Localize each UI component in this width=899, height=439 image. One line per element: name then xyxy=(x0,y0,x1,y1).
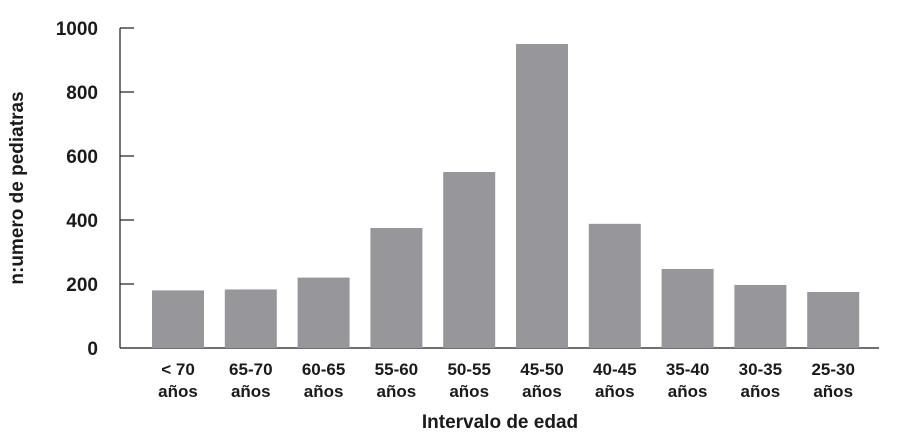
x-tick-label: 50-55 xyxy=(447,360,490,379)
y-axis-ticks: 0 200 400 600 800 1000 xyxy=(56,19,134,360)
x-tick-label: años xyxy=(741,382,781,401)
y-tick-label: 800 xyxy=(66,83,98,104)
x-tick-label: años xyxy=(522,382,562,401)
bar xyxy=(224,289,277,348)
bar xyxy=(734,284,787,348)
x-tick-label: 55-60 xyxy=(375,360,418,379)
x-tick-label: años xyxy=(377,382,417,401)
x-tick-label: 45-50 xyxy=(520,360,563,379)
x-tick-label: 65-70 xyxy=(229,360,272,379)
y-axis-title: n:umero de pediatras xyxy=(7,91,28,284)
bar xyxy=(443,172,496,348)
bar xyxy=(661,268,714,348)
bar xyxy=(807,292,860,348)
bar xyxy=(297,277,350,348)
bar xyxy=(516,44,568,348)
y-tick-label: 1000 xyxy=(56,19,98,40)
y-tick-label: 400 xyxy=(66,211,98,232)
x-tick-label: años xyxy=(231,382,271,401)
bar xyxy=(370,228,423,348)
bar xyxy=(152,290,204,348)
bar xyxy=(588,223,641,348)
x-tick-label: < 70 xyxy=(161,360,195,379)
x-tick-label: años xyxy=(158,382,198,401)
x-tick-label: 30-35 xyxy=(739,360,782,379)
x-tick-label: años xyxy=(813,382,853,401)
x-tick-label: años xyxy=(304,382,344,401)
x-tick-label: años xyxy=(595,382,635,401)
y-tick-label: 0 xyxy=(87,339,98,360)
x-axis-title: Intervalo de edad xyxy=(422,412,578,433)
x-tick-label: años xyxy=(449,382,489,401)
bars-group xyxy=(152,44,860,348)
x-tick-label: 60-65 xyxy=(302,360,345,379)
x-tick-label: años xyxy=(668,382,708,401)
x-axis-labels: < 70 años 65-70 años 60-65 años 55-60 años 50-55… xyxy=(158,360,855,401)
y-tick-label: 200 xyxy=(66,275,98,296)
y-tick-label: 600 xyxy=(66,147,98,168)
x-tick-label: 25-30 xyxy=(811,360,854,379)
x-tick-label: 40-45 xyxy=(593,360,636,379)
x-tick-label: 35-40 xyxy=(666,360,709,379)
